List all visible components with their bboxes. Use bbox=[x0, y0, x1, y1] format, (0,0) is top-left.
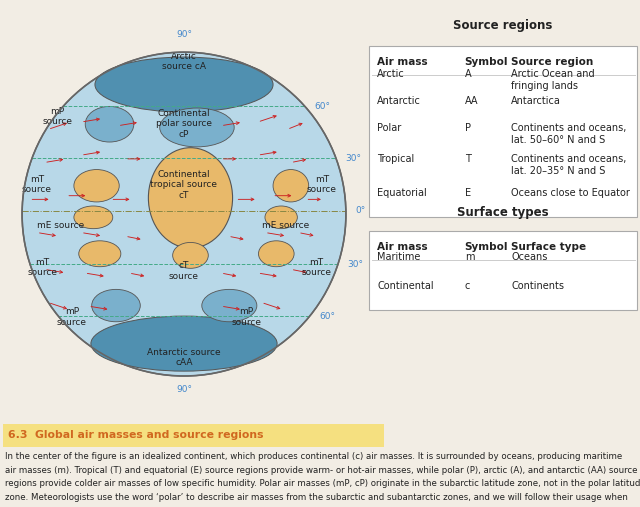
Text: mT
source: mT source bbox=[301, 258, 332, 277]
Text: Source region: Source region bbox=[511, 57, 593, 66]
Text: Tropical: Tropical bbox=[377, 154, 414, 164]
Ellipse shape bbox=[265, 206, 298, 229]
Text: Continents and oceans,
lat. 50–60° N and S: Continents and oceans, lat. 50–60° N and… bbox=[511, 123, 627, 144]
Text: Surface type: Surface type bbox=[511, 242, 586, 251]
Ellipse shape bbox=[91, 316, 277, 371]
Ellipse shape bbox=[160, 108, 234, 147]
Text: P: P bbox=[465, 123, 470, 133]
Text: mT
source: mT source bbox=[28, 258, 58, 277]
Text: Continental
tropical source
cT: Continental tropical source cT bbox=[150, 170, 218, 200]
Text: air masses (m). Tropical (T) and equatorial (E) source regions provide warm- or : air masses (m). Tropical (T) and equator… bbox=[5, 466, 637, 475]
Text: A: A bbox=[465, 69, 471, 79]
Text: mP
source: mP source bbox=[232, 307, 262, 327]
Ellipse shape bbox=[95, 57, 273, 112]
Text: 90°: 90° bbox=[176, 30, 192, 39]
Text: Continental: Continental bbox=[377, 281, 434, 291]
Ellipse shape bbox=[202, 289, 257, 322]
Text: Arctic Ocean and
fringing lands: Arctic Ocean and fringing lands bbox=[511, 69, 595, 91]
Text: Continents and oceans,
lat. 20–35° N and S: Continents and oceans, lat. 20–35° N and… bbox=[511, 154, 627, 176]
Text: Symbol: Symbol bbox=[465, 57, 508, 66]
Text: 60°: 60° bbox=[319, 312, 335, 320]
Text: 30°: 30° bbox=[347, 260, 363, 269]
Text: cT
source: cT source bbox=[169, 262, 199, 281]
Text: c: c bbox=[465, 281, 470, 291]
Text: Arctic: Arctic bbox=[377, 69, 404, 79]
Text: Oceans: Oceans bbox=[511, 252, 548, 262]
Ellipse shape bbox=[148, 148, 232, 248]
Ellipse shape bbox=[259, 241, 294, 267]
Text: Antarctic: Antarctic bbox=[377, 96, 421, 106]
Text: Air mass: Air mass bbox=[377, 242, 428, 251]
Text: Continents: Continents bbox=[511, 281, 564, 291]
Text: Surface types: Surface types bbox=[457, 206, 549, 219]
Ellipse shape bbox=[173, 242, 208, 268]
Text: 90°: 90° bbox=[176, 385, 192, 394]
Ellipse shape bbox=[22, 52, 346, 376]
Text: Equatorial: Equatorial bbox=[377, 188, 427, 198]
Text: T: T bbox=[465, 154, 470, 164]
Text: regions provide colder air masses of low specific humidity. Polar air masses (mP: regions provide colder air masses of low… bbox=[5, 480, 640, 489]
Text: mE source: mE source bbox=[262, 221, 309, 230]
Text: Continental
polar source
cP: Continental polar source cP bbox=[156, 109, 212, 139]
FancyBboxPatch shape bbox=[369, 231, 637, 310]
Text: In the center of the figure is an idealized continent, which produces continenta: In the center of the figure is an ideali… bbox=[5, 452, 622, 461]
Text: Polar: Polar bbox=[377, 123, 401, 133]
Text: Antarctica: Antarctica bbox=[511, 96, 561, 106]
Text: Air mass: Air mass bbox=[377, 57, 428, 66]
Text: Maritime: Maritime bbox=[377, 252, 420, 262]
Text: Antarctic source
cAA: Antarctic source cAA bbox=[147, 348, 221, 367]
Ellipse shape bbox=[85, 106, 134, 142]
Text: zone. Meteorologists use the word ‘polar’ to describe air masses from the subarc: zone. Meteorologists use the word ‘polar… bbox=[5, 493, 628, 502]
Text: E: E bbox=[465, 188, 471, 198]
Ellipse shape bbox=[74, 169, 119, 202]
Ellipse shape bbox=[79, 241, 121, 267]
Text: Symbol: Symbol bbox=[465, 242, 508, 251]
Text: mP
source: mP source bbox=[57, 307, 87, 327]
Ellipse shape bbox=[273, 169, 308, 202]
Text: m: m bbox=[465, 252, 474, 262]
Text: mP
source: mP source bbox=[42, 107, 72, 126]
Text: 0°: 0° bbox=[355, 206, 365, 215]
Ellipse shape bbox=[74, 206, 113, 229]
Text: Arctic
source cA: Arctic source cA bbox=[162, 52, 206, 71]
Text: Source regions: Source regions bbox=[453, 19, 553, 32]
Text: 60°: 60° bbox=[314, 102, 330, 111]
Text: 30°: 30° bbox=[345, 154, 361, 163]
Text: mT
source: mT source bbox=[307, 175, 337, 194]
FancyBboxPatch shape bbox=[369, 46, 637, 216]
Text: AA: AA bbox=[465, 96, 478, 106]
Text: mT
source: mT source bbox=[22, 175, 52, 194]
FancyBboxPatch shape bbox=[3, 424, 384, 447]
Text: 6.3  Global air masses and source regions: 6.3 Global air masses and source regions bbox=[8, 430, 263, 440]
Text: Oceans close to Equator: Oceans close to Equator bbox=[511, 188, 630, 198]
Ellipse shape bbox=[92, 289, 140, 322]
Text: mE source: mE source bbox=[37, 221, 84, 230]
